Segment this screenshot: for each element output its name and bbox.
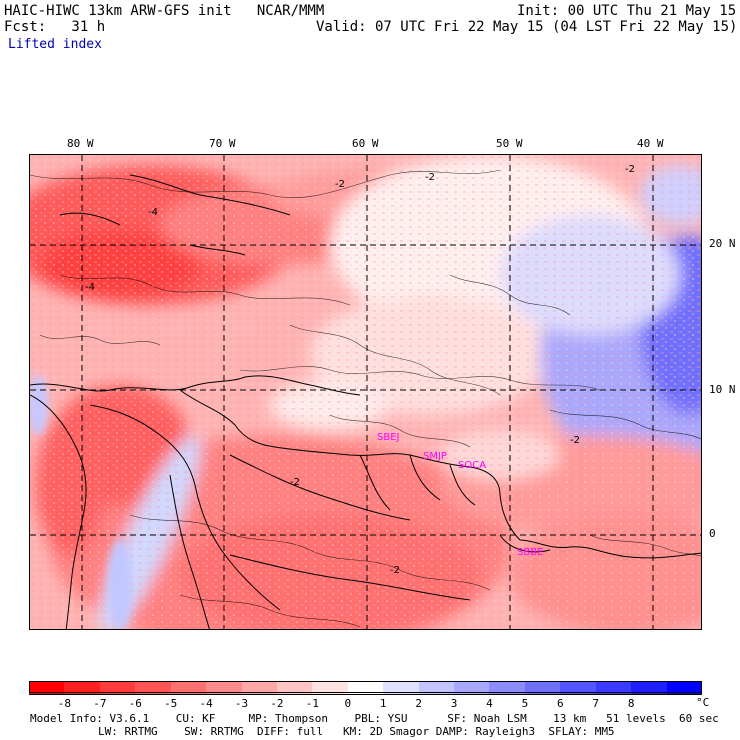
contour-label: -2 xyxy=(335,179,345,190)
colorbar-frame xyxy=(29,681,702,693)
contour-label: -2 xyxy=(390,565,400,576)
model-title: HAIC-HIWC 13km ARW-GFS init NCAR/MMM xyxy=(4,3,325,19)
station-label: SOCA xyxy=(458,460,487,471)
init-time: Init: 00 UTC Thu 21 May 15 xyxy=(517,3,737,19)
contour-label: -2 xyxy=(625,164,635,175)
lon-label: 80 W xyxy=(67,137,94,150)
model-info-line2: LW: RRTMG SW: RRTMG DIFF: full KM: 2D Sm… xyxy=(98,725,615,738)
contour-label-group: -2 -2 -2 -4 -2 -2 -4 -2 xyxy=(85,164,635,576)
colorbar-tick-label: -5 xyxy=(164,697,178,710)
noise-texture xyxy=(30,155,701,629)
colorbar-tick-label: -6 xyxy=(128,697,142,710)
contour-label: -4 xyxy=(148,207,158,218)
station-label: SBEJ xyxy=(377,432,400,443)
contour-label: -2 xyxy=(290,477,300,488)
lat-label: 10 N xyxy=(709,383,736,396)
colorbar-tick-label: 3 xyxy=(450,697,458,710)
contour-lines xyxy=(30,169,701,628)
colorbar-tick-label: -2 xyxy=(270,697,284,710)
station-label: SMJP xyxy=(423,451,447,462)
lon-label: 70 W xyxy=(209,137,236,150)
lon-label: 40 W xyxy=(637,137,664,150)
lon-label: 50 W xyxy=(496,137,523,150)
colorbar-tick-label: 8 xyxy=(627,697,635,710)
contour-label: -2 xyxy=(570,435,580,446)
colorbar-tick-label: 0 xyxy=(344,697,352,710)
colorbar-tick-label: 6 xyxy=(557,697,564,710)
field-name: Lifted index xyxy=(8,37,102,52)
colorbar-tick-label: -3 xyxy=(234,697,249,710)
forecast-hour: Fcst: 31 h xyxy=(4,19,106,35)
colorbar-tick-label: -7 xyxy=(93,697,107,710)
contour-label: -4 xyxy=(85,282,95,293)
graticule xyxy=(30,155,701,629)
model-info-line1: Model Info: V3.6.1 CU: KF MP: Thompson P… xyxy=(30,712,719,725)
colorbar-unit: °C xyxy=(696,696,710,709)
lifted-index-map: -2 -2 -2 -4 -2 -2 -4 -2 xyxy=(29,154,702,630)
map-canvas: -2 -2 -2 -4 -2 -2 -4 -2 xyxy=(30,155,701,629)
station-label: SBBE xyxy=(517,547,544,558)
colorbar-tick-label: 2 xyxy=(415,697,422,710)
coastlines xyxy=(30,174,701,629)
colorbar-tick-label: 5 xyxy=(521,697,529,710)
colorbar-tick-label: 1 xyxy=(379,697,387,710)
colorbar-tick-label: -1 xyxy=(305,697,319,710)
lat-label: 0 xyxy=(709,527,716,540)
lat-label: 20 N xyxy=(709,237,736,250)
lon-label: 60 W xyxy=(352,137,379,150)
colorbar-tick-label: 7 xyxy=(592,697,600,710)
valid-time: Valid: 07 UTC Fri 22 May 15 (04 LST Fri … xyxy=(316,19,738,35)
contour-label: -2 xyxy=(425,172,435,183)
colorbar-tick-label: -4 xyxy=(199,697,213,710)
colorbar-tick-label: 4 xyxy=(486,697,493,710)
colorbar-tick-label: -8 xyxy=(57,697,72,710)
